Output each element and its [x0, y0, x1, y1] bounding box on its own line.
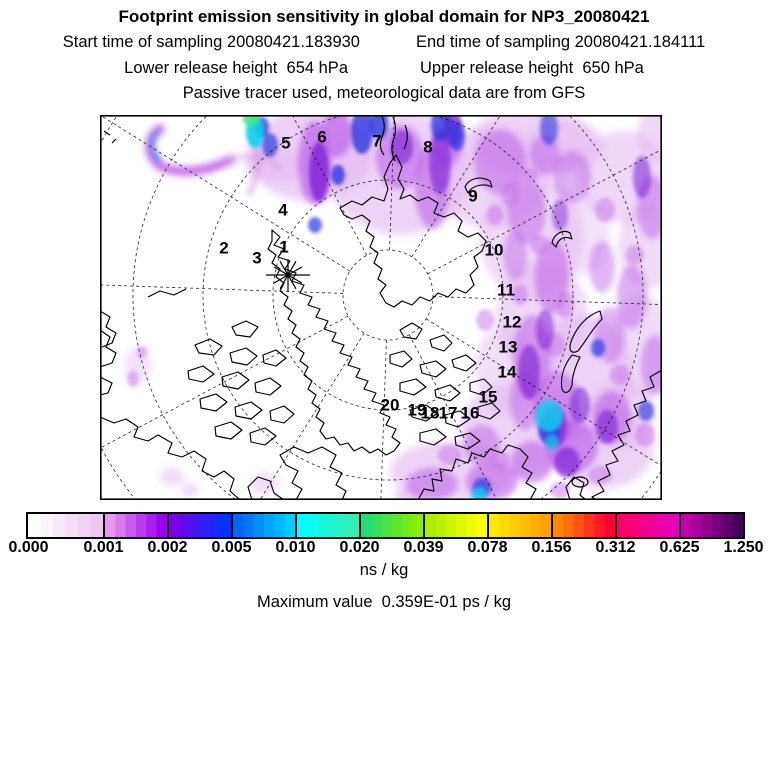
release-marker-asterisk	[266, 259, 310, 291]
colorbar-segment	[28, 514, 103, 537]
station-label: 9	[468, 187, 477, 206]
colorbar-segment	[295, 514, 359, 537]
station-label: 3	[252, 249, 261, 268]
max-value-text: Maximum value 0.359E-01 ps / kg	[256, 593, 512, 611]
colorbar-tick-label: 1.250	[723, 539, 764, 556]
station-label: 20	[381, 396, 400, 415]
colorbar-segment	[423, 514, 487, 537]
meridian-line	[408, 334, 640, 768]
sampling-times-line: Start time of sampling 20080421.183930 E…	[0, 33, 768, 52]
station-label: 6	[317, 128, 326, 147]
station-label: 15	[479, 388, 498, 407]
station-label: 12	[503, 313, 522, 332]
lower-release-text: Lower release height 654 hPa	[124, 59, 348, 77]
station-label: 16	[461, 404, 480, 423]
station-label: 8	[423, 138, 432, 157]
station-label: 2	[219, 239, 228, 258]
end-time-text: End time of sampling 20080421.184111	[415, 33, 706, 51]
colorbar-unit: ns / kg	[359, 561, 409, 579]
meridian-line	[91, 332, 365, 768]
meridian-line	[425, 318, 768, 533]
colorbar-tick-label: 0.005	[211, 539, 252, 556]
latitude-circle	[272, 179, 504, 411]
colorbar-tick-label: 0.078	[467, 539, 508, 556]
station-label: 7	[372, 132, 381, 151]
colorbar-segment	[167, 514, 231, 537]
colorbar-tick-label: 0.010	[275, 539, 316, 556]
colorbar-tick-labels: 0.000 0.001 0.002 0.005 0.010 0.020 0.039 0.078…	[0, 539, 768, 557]
meridian-line	[230, 0, 368, 256]
colorbar-segment	[487, 514, 551, 537]
colorbar-segment	[679, 514, 743, 537]
coastlines	[99, 114, 663, 501]
meridian-line	[432, 296, 768, 309]
station-label: 10	[485, 241, 504, 260]
meridian-line	[427, 92, 768, 275]
station-label: 19	[408, 401, 427, 420]
colorbar-segment	[231, 514, 295, 537]
colorbar-segment	[615, 514, 679, 537]
colorbar-tick-label: 0.625	[659, 539, 700, 556]
station-label: 17	[439, 404, 458, 423]
meridian-line	[389, 0, 399, 251]
colorbar-tick-label: 0.020	[339, 539, 380, 556]
colorbar-segment	[359, 514, 423, 537]
colorbar-segment	[103, 514, 167, 537]
meridian-line	[0, 315, 349, 502]
meridian-line	[411, 0, 573, 258]
colorbar	[26, 512, 745, 539]
release-heights-line: Lower release height 654 hPa Upper relea…	[0, 59, 768, 78]
start-time-text: Start time of sampling 20080421.183930	[62, 33, 360, 51]
station-label: 4	[278, 201, 288, 220]
meridian-line	[371, 339, 387, 768]
latitude-circle	[342, 249, 434, 341]
colorbar-tick-label: 0.156	[531, 539, 572, 556]
meridian-line	[0, 281, 344, 294]
colorbar-tick-label: 0.002	[147, 539, 188, 556]
station-label: 11	[497, 281, 515, 300]
station-label: 14	[498, 363, 517, 382]
colorbar-tick-label: 0.312	[595, 539, 636, 556]
colorbar-segment	[551, 514, 615, 537]
upper-release-text: Upper release height 650 hPa	[420, 59, 644, 77]
colorbar-tick-label: 0.039	[403, 539, 444, 556]
meridian-line	[0, 52, 351, 272]
station-label: 18	[421, 404, 440, 423]
station-label: 13	[499, 338, 518, 357]
station-label: 1	[279, 238, 288, 257]
colorbar-tick-label: 0.000	[8, 539, 49, 556]
map-border	[100, 115, 663, 500]
emission-plume-overlay	[124, 107, 678, 502]
colorbar-tick-label: 0.001	[83, 539, 124, 556]
tracer-info-line: Passive tracer used, meteorological data…	[182, 84, 586, 102]
page-title: Footprint emission sensitivity in global…	[118, 7, 650, 26]
station-label: 5	[281, 134, 290, 153]
asterisk-ray	[273, 266, 303, 284]
